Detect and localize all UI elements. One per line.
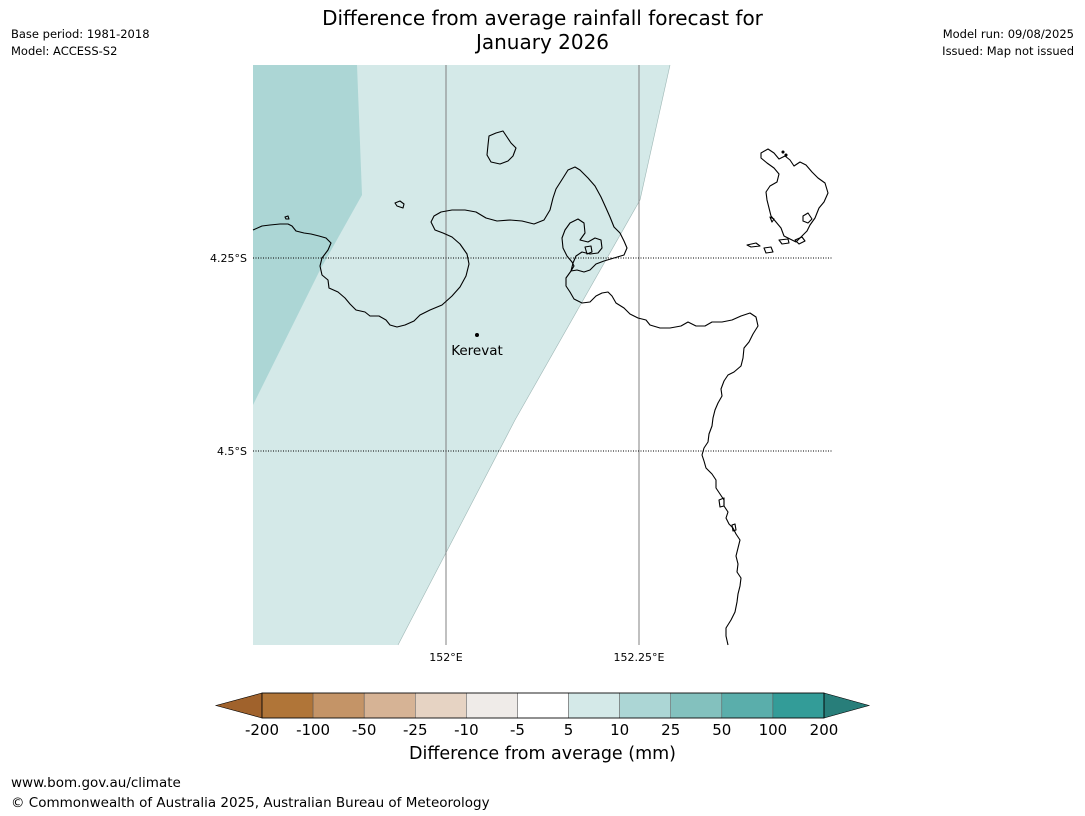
colorbar-tick-label: 50: [712, 721, 731, 739]
coastline: [252, 130, 829, 646]
lat-label-4-5s: 4.5°S: [217, 445, 247, 458]
colorbar-tick-label: 25: [661, 721, 680, 739]
map-title: Difference from average rainfall forecas…: [0, 6, 1085, 54]
colorbar-tick-label: -200: [245, 721, 279, 739]
title-line-2: January 2026: [475, 30, 610, 54]
colorbar-cell: [312, 692, 365, 719]
colorbar-title: Difference from average (mm): [408, 744, 677, 764]
colorbar-cell: [363, 692, 416, 719]
colorbar-cell: [568, 692, 620, 719]
colorbar-tick-label: -5: [510, 721, 525, 739]
colorbar: -200 -100 -50 -25 -10 -5 5 10 25 50 100 200: [214, 692, 871, 739]
colorbar-tick-label: 200: [810, 721, 839, 739]
lon-label-152-25e: 152.25°E: [614, 651, 665, 664]
colorbar-tick-label: 5: [564, 721, 574, 739]
colorbar-cell: [721, 692, 774, 719]
base-period-text: Base period: 1981-2018: [11, 27, 150, 41]
model-run-text: Model run: 09/08/2025: [942, 27, 1074, 41]
zone-10-25mm: [253, 65, 362, 405]
colorbar-cell: [466, 692, 518, 719]
meta-left: Base period: 1981-2018 Model: ACCESS-S2: [11, 26, 150, 60]
meta-right: Model run: 09/08/2025 Issued: Map not is…: [942, 26, 1074, 60]
colorbar-tick-label: -50: [352, 721, 377, 739]
lat-label-4-25s: 4.25°S: [210, 252, 247, 265]
colorbar-tick-label: 100: [759, 721, 788, 739]
colorbar-cell: [415, 692, 467, 719]
colorbar-tick-label: -100: [296, 721, 330, 739]
lon-label-152e: 152°E: [429, 651, 462, 664]
colorbar-tick-label: 10: [610, 721, 629, 739]
colorbar-extend-low: [214, 692, 263, 719]
colorbar-tick-label: -25: [403, 721, 428, 739]
colorbar-cell: [619, 692, 671, 719]
footer-copyright: © Commonwealth of Australia 2025, Austra…: [11, 795, 490, 811]
title-line-1: Difference from average rainfall forecas…: [322, 6, 763, 30]
zone-5-10mm: [253, 65, 670, 645]
colorbar-cell: [772, 692, 825, 719]
footer-url[interactable]: www.bom.gov.au/climate: [11, 775, 181, 791]
colorbar-cell: [261, 692, 314, 719]
model-text: Model: ACCESS-S2: [11, 44, 118, 58]
kerevat-marker: [475, 333, 479, 337]
colorbar-cell: [517, 692, 569, 719]
colorbar-tick-label: -10: [454, 721, 479, 739]
kerevat-label: Kerevat: [451, 343, 503, 359]
colorbar-cell: [670, 692, 723, 719]
issued-text: Issued: Map not issued: [942, 44, 1074, 58]
colorbar-extend-high: [823, 692, 871, 719]
forecast-map: Kerevat 4.25°S 4.5°S 152°E 152.25°E: [210, 64, 832, 664]
